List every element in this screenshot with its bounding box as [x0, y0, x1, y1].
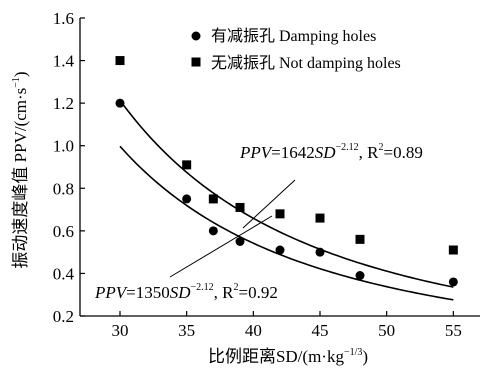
data-point-not-damping: [355, 234, 365, 244]
y-tick-label: 0.6: [53, 222, 74, 241]
data-point-damping: [115, 98, 125, 108]
data-point-damping: [448, 277, 458, 287]
fit-curve-not-damping: [119, 99, 454, 288]
x-tick-label: 45: [312, 321, 329, 340]
data-point-not-damping: [182, 160, 192, 170]
data-point-not-damping: [275, 209, 285, 219]
fit-annotation-leader-lower: [169, 215, 273, 278]
data-point-damping: [235, 237, 245, 246]
fit-equation-not-damping: PPV=1642SD−2.12, R2=0.89: [239, 142, 423, 162]
x-ticks: 30 35 40 45 50 55: [112, 311, 462, 340]
data-point-not-damping: [115, 56, 125, 66]
data-point-damping: [315, 247, 325, 257]
y-tick-label: 1.2: [53, 94, 74, 113]
legend-label-not-damping: 无减振孔 Not damping holes: [211, 54, 401, 72]
y-tick-label: 0.8: [53, 179, 74, 198]
y-ticks: 0.2 0.4 0.6 0.8 1.0 1.2 1.4 1.6: [53, 9, 85, 326]
data-point-damping: [182, 194, 192, 204]
fit-curve-damping: [119, 145, 454, 301]
x-tick-label: 30: [112, 321, 129, 340]
x-axis-title: 比例距离SD/(m·kg−1/3): [208, 347, 368, 366]
y-tick-label: 1.6: [53, 9, 74, 28]
x-tick-label: 55: [445, 321, 462, 340]
y-tick-label: 0.4: [53, 264, 75, 283]
x-tick-label: 50: [378, 321, 395, 340]
data-points: [115, 56, 458, 287]
y-tick-label: 1.4: [53, 52, 75, 71]
legend-marker-square: [191, 57, 201, 67]
axes: 30 35 40 45 50 55 0.2 0.4 0.6 0.8 1.0 1.2 1.4 1.6: [53, 9, 480, 340]
y-axis-title: 振动速度峰值 PPV/(cm·s−1): [11, 71, 30, 268]
legend-marker-circle: [191, 31, 201, 41]
y-tick-label: 0.2: [53, 307, 74, 326]
fit-curves: [119, 99, 454, 301]
fit-annotation-leader-upper: [242, 179, 296, 229]
data-point-not-damping: [448, 245, 458, 255]
data-point-damping: [275, 245, 285, 255]
fit-equation-damping: PPV=1350SD−2.12, R2=0.92: [94, 282, 278, 302]
data-point-damping: [208, 226, 218, 236]
x-tick-label: 40: [245, 321, 262, 340]
legend: 有减振孔 Damping holes 无减振孔 Not damping hole…: [191, 27, 401, 72]
legend-label-damping: 有减振孔 Damping holes: [211, 27, 376, 45]
data-point-not-damping: [315, 213, 325, 223]
data-point-damping: [355, 271, 365, 281]
data-point-not-damping: [208, 194, 218, 204]
data-point-not-damping: [235, 202, 245, 212]
x-tick-label: 35: [178, 321, 195, 340]
y-tick-label: 1.0: [53, 137, 74, 156]
